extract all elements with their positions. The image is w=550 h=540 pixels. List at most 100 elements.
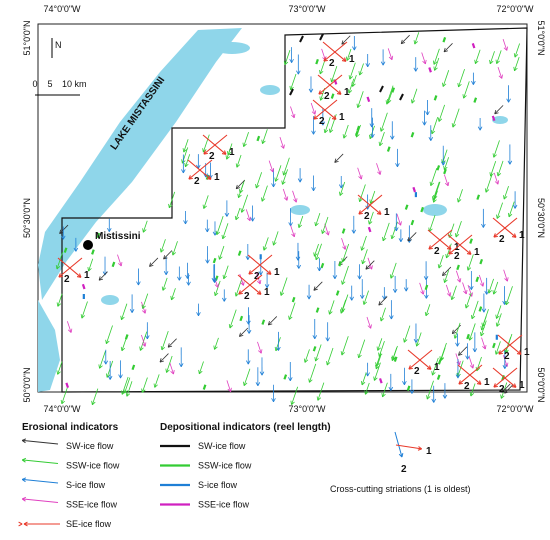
arrow-head bbox=[236, 187, 241, 190]
arrow-head bbox=[378, 141, 381, 146]
arrow-head bbox=[271, 183, 274, 188]
landform bbox=[356, 125, 361, 132]
arrow-head bbox=[214, 284, 219, 288]
arrow-head bbox=[317, 267, 320, 272]
arrow-head bbox=[428, 245, 431, 250]
arrow-head bbox=[212, 231, 216, 236]
striation bbox=[284, 50, 291, 65]
arrow-head bbox=[57, 303, 61, 307]
lake-mistassini bbox=[38, 28, 242, 300]
arrow-head bbox=[284, 61, 289, 66]
striation bbox=[341, 35, 351, 45]
striation bbox=[514, 43, 520, 58]
striation bbox=[379, 131, 385, 146]
arrow-head bbox=[290, 400, 292, 405]
arrow-head bbox=[332, 275, 336, 279]
arrow-head bbox=[369, 134, 371, 139]
striation bbox=[263, 237, 269, 251]
arrow-head bbox=[314, 110, 317, 115]
striation bbox=[223, 265, 229, 279]
striation bbox=[462, 282, 467, 295]
arrow-head bbox=[463, 290, 467, 295]
arrow-head bbox=[395, 163, 398, 167]
crossing-label: 2 bbox=[64, 274, 70, 285]
arrow-head bbox=[327, 337, 330, 342]
arrow-head bbox=[170, 371, 174, 375]
striation bbox=[434, 57, 440, 71]
arrow-head bbox=[141, 388, 143, 393]
arrow-head bbox=[243, 381, 245, 386]
arrow-head bbox=[442, 394, 446, 399]
latitude-label: 50°30'0"N bbox=[536, 198, 546, 238]
arrow-head bbox=[319, 69, 321, 75]
striation bbox=[508, 201, 515, 218]
arrow-head bbox=[163, 271, 167, 275]
arrow-head bbox=[358, 354, 362, 359]
arrow-head bbox=[123, 389, 125, 394]
scale-label: 5 bbox=[47, 79, 52, 89]
arrow-head bbox=[498, 350, 501, 355]
arrow-head bbox=[415, 67, 419, 72]
crossing-label: 1 bbox=[519, 230, 525, 241]
arrow-head bbox=[325, 337, 329, 342]
arrow-head bbox=[465, 289, 468, 295]
latitude-label: 50°0'0"N bbox=[536, 367, 546, 402]
arrow-head bbox=[202, 204, 205, 209]
arrow-head bbox=[452, 124, 457, 128]
arrow-head bbox=[377, 171, 381, 175]
arrow-head bbox=[476, 367, 480, 372]
arrow-head bbox=[382, 61, 386, 66]
striation bbox=[349, 62, 356, 80]
arrow-head bbox=[81, 315, 86, 319]
arrow-head bbox=[188, 177, 193, 180]
arrow-head bbox=[496, 215, 501, 219]
arrow-head bbox=[328, 231, 330, 236]
town-label: Mistissini bbox=[95, 231, 141, 242]
striation bbox=[172, 241, 178, 256]
arrow-head bbox=[417, 448, 422, 451]
arrow-head bbox=[171, 296, 175, 301]
striation bbox=[502, 38, 508, 51]
arrow-head bbox=[340, 351, 343, 356]
striation bbox=[457, 189, 463, 203]
arrow-head bbox=[238, 194, 242, 199]
arrow-head bbox=[446, 293, 451, 297]
arrow-head bbox=[471, 80, 474, 85]
arrow-head bbox=[484, 345, 487, 350]
arrow-head bbox=[339, 192, 344, 196]
arrow-head bbox=[311, 130, 314, 135]
arrow-head bbox=[252, 217, 255, 222]
arrow-head bbox=[120, 315, 122, 320]
legend-label: SSW-ice flow bbox=[66, 461, 120, 471]
arrow-head bbox=[351, 229, 355, 234]
landform bbox=[283, 374, 288, 380]
arrow-head bbox=[208, 175, 212, 180]
landform bbox=[367, 226, 372, 233]
striation bbox=[414, 32, 420, 45]
arrow-head bbox=[198, 312, 201, 317]
arrow-head bbox=[459, 278, 462, 283]
arrow-head bbox=[308, 295, 312, 300]
arrow-head bbox=[358, 197, 360, 202]
arrow-head bbox=[196, 312, 199, 317]
arrow-head bbox=[431, 371, 433, 376]
scale-label: 10 km bbox=[62, 79, 87, 89]
striation bbox=[359, 184, 366, 202]
arrow-head bbox=[352, 83, 356, 87]
arrow-head bbox=[238, 292, 243, 295]
arrow-head bbox=[171, 251, 174, 256]
arrow-head bbox=[379, 142, 383, 147]
arrow-head bbox=[214, 292, 219, 297]
arrow-head bbox=[341, 308, 346, 312]
striation bbox=[394, 431, 403, 458]
crossing-label: 1 bbox=[384, 207, 390, 218]
arrow-head bbox=[404, 381, 407, 385]
striation bbox=[141, 334, 146, 347]
arrow-head bbox=[312, 335, 316, 339]
arrow-head bbox=[496, 323, 501, 327]
striation bbox=[503, 269, 508, 282]
arrow-head bbox=[223, 297, 227, 302]
arrow-head bbox=[199, 370, 203, 375]
arrow-head bbox=[243, 143, 247, 147]
arrow-head bbox=[272, 167, 275, 173]
